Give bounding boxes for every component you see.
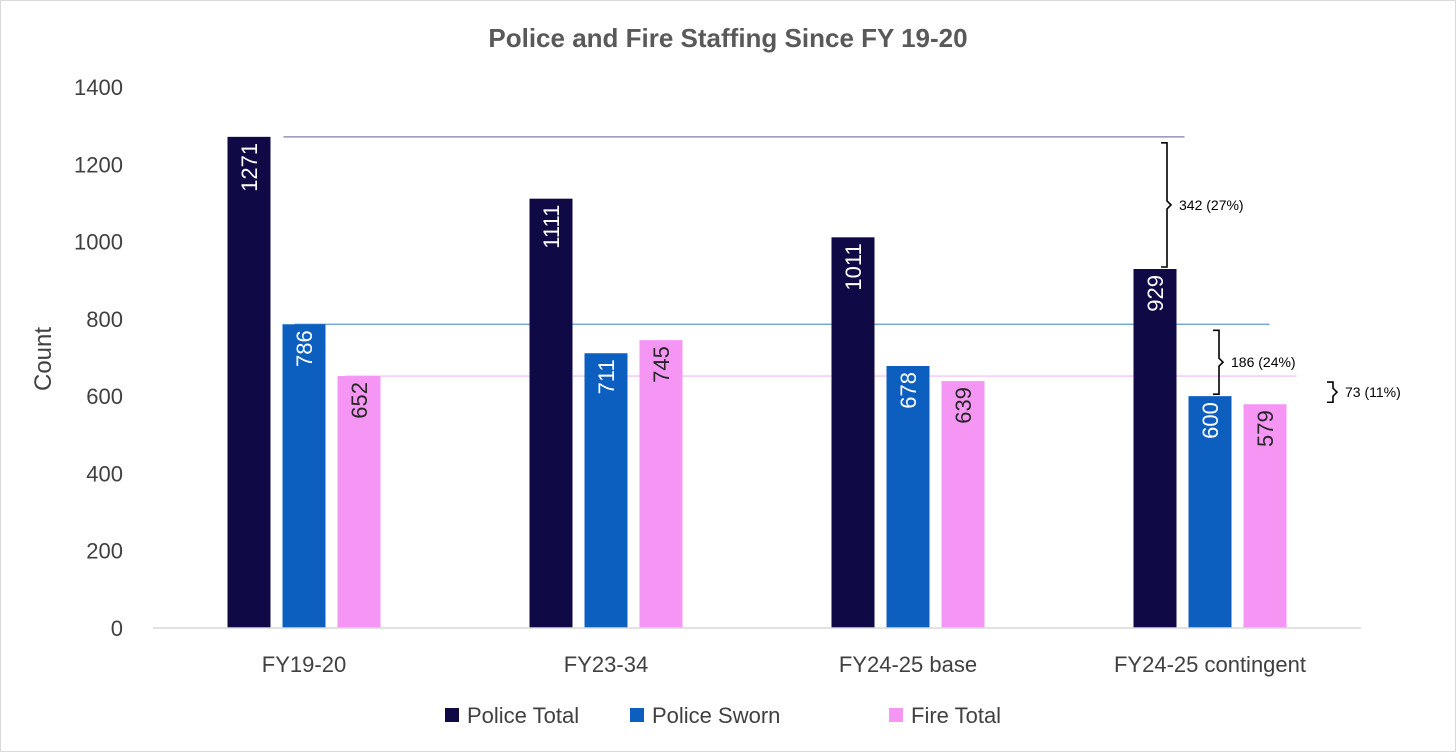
- bar-value-label: 1271: [237, 143, 262, 192]
- bar-value-label: 1111: [539, 205, 564, 249]
- x-tick-label: FY24-25 contingent: [1114, 652, 1306, 677]
- bar-value-label: 639: [951, 387, 976, 424]
- annotation-label: 186 (24%): [1231, 354, 1296, 370]
- y-tick-label: 800: [86, 307, 123, 332]
- bar-fire-total: [1243, 404, 1287, 628]
- bar-fire-total: [639, 340, 683, 628]
- y-tick-label: 1400: [74, 75, 123, 100]
- y-tick-label: 600: [86, 384, 123, 409]
- y-tick-label: 1200: [74, 152, 123, 177]
- legend-swatch-police-total: [445, 708, 459, 722]
- bar-value-label: 652: [347, 382, 372, 419]
- bar-fire-total: [337, 376, 381, 628]
- x-tick-label: FY24-25 base: [839, 652, 977, 677]
- bar-police-sworn: [282, 324, 326, 628]
- x-tick-label: FY19-20: [262, 652, 346, 677]
- bar-value-label: 678: [896, 372, 921, 409]
- bar-police-sworn: [1188, 396, 1232, 628]
- bar-police-total: [227, 136, 271, 628]
- x-axis-ticks: FY19-20 FY23-34 FY24-25 base FY24-25 contin…: [262, 652, 1306, 677]
- legend: Police Total Police Sworn Fire Total: [445, 703, 1001, 728]
- y-tick-label: 200: [86, 539, 123, 564]
- bar-police-total: [529, 198, 573, 628]
- annotation-label: 342 (27%): [1179, 197, 1244, 213]
- x-tick-label: FY23-34: [564, 652, 648, 677]
- y-axis-title: Count: [30, 327, 57, 391]
- y-axis-ticks: 0 200 400 600 800 1000 1200 1400: [74, 75, 123, 641]
- bar-fire-total: [941, 381, 985, 628]
- bar-value-label: 711: [594, 359, 619, 394]
- legend-label-fire-total: Fire Total: [911, 703, 1001, 728]
- bar-police-sworn: [584, 353, 628, 628]
- annotation-label: 73 (11%): [1345, 384, 1401, 400]
- legend-label-police-total: Police Total: [467, 703, 579, 728]
- bars: 1271 1111 1011 929 786 711 678 600 652 745 639 579: [227, 136, 1287, 628]
- bar-police-sworn: [886, 366, 930, 628]
- bar-value-label: 929: [1143, 275, 1168, 312]
- chart-title: Police and Fire Staffing Since FY 19-20: [488, 23, 967, 53]
- y-tick-label: 400: [86, 461, 123, 486]
- y-tick-label: 0: [111, 616, 123, 641]
- annotation-bracket: [1213, 329, 1225, 395]
- bar-value-label: 786: [292, 330, 317, 367]
- annotations: 342 (27%) 186 (24%) 73 (11%): [1161, 142, 1401, 404]
- bar-value-label: 1011: [841, 243, 866, 290]
- bar-police-total: [1133, 269, 1177, 628]
- y-tick-label: 1000: [74, 230, 123, 255]
- bar-value-label: 579: [1253, 410, 1278, 447]
- annotation-bracket: [1161, 142, 1173, 268]
- bar-value-label: 745: [649, 346, 674, 383]
- legend-swatch-police-sworn: [630, 708, 644, 722]
- annotation-bracket: [1327, 381, 1339, 404]
- legend-swatch-fire-total: [889, 708, 903, 722]
- legend-label-police-sworn: Police Sworn: [652, 703, 780, 728]
- bar-police-total: [831, 237, 875, 628]
- bar-value-label: 600: [1198, 402, 1223, 439]
